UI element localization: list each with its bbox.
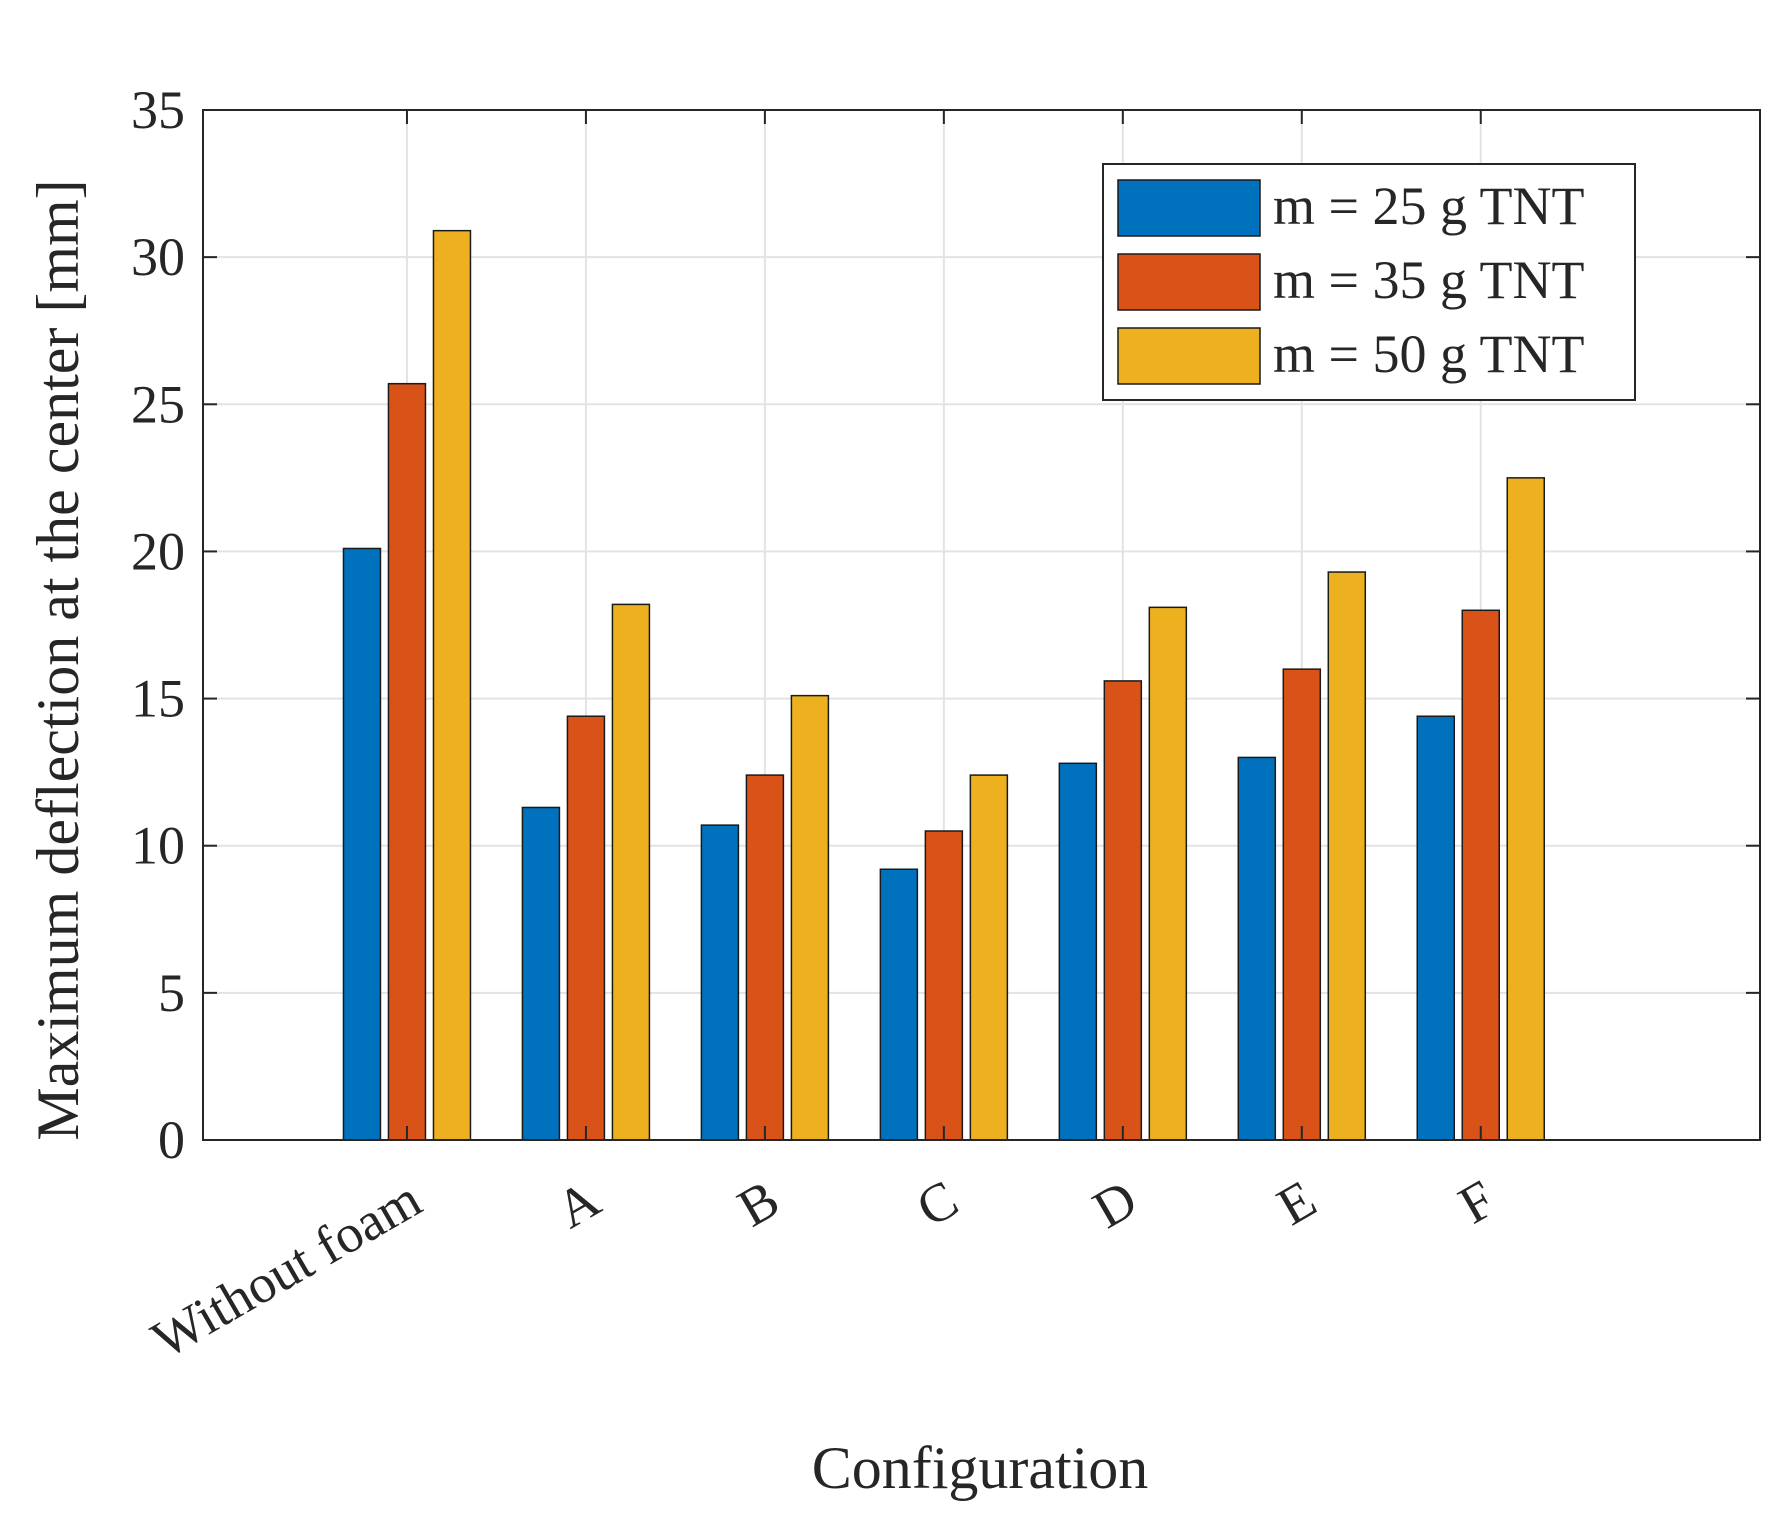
y-tick-label: 5	[158, 963, 185, 1023]
bar-m-25-g-tnt-e	[1237, 756, 1277, 1141]
bar-m-35-g-tnt-a	[566, 715, 606, 1141]
legend-label: m = 35 g TNT	[1273, 250, 1584, 310]
legend-swatch	[1117, 179, 1261, 237]
bar-m-50-g-tnt-without-foam	[432, 229, 472, 1141]
y-tick-label: 30	[131, 227, 185, 287]
legend-swatch	[1117, 327, 1261, 385]
y-tick-label: 35	[131, 80, 185, 140]
bar-m-25-g-tnt-without-foam	[342, 547, 382, 1141]
bar-m-50-g-tnt-d	[1148, 606, 1188, 1141]
legend-swatch	[1117, 253, 1261, 311]
bar-m-50-g-tnt-f	[1506, 477, 1546, 1141]
y-tick-label: 0	[158, 1110, 185, 1170]
bar-m-25-g-tnt-f	[1416, 715, 1456, 1141]
y-tick-label: 10	[131, 816, 185, 876]
bar-m-35-g-tnt-without-foam	[387, 382, 427, 1141]
x-axis-label: Configuration	[812, 1435, 1149, 1501]
y-tick-label: 25	[131, 374, 185, 434]
legend-label: m = 25 g TNT	[1273, 176, 1584, 236]
bar-m-35-g-tnt-d	[1103, 680, 1143, 1141]
bar-m-25-g-tnt-c	[879, 868, 919, 1141]
bar-m-25-g-tnt-b	[700, 824, 740, 1141]
bar-m-35-g-tnt-e	[1282, 668, 1322, 1141]
y-tick-label: 20	[131, 521, 185, 581]
bars	[342, 229, 1546, 1141]
bar-m-50-g-tnt-b	[790, 694, 830, 1141]
y-axis-label: Maximum deflection at the center [mm]	[25, 179, 91, 1140]
legend: m = 25 g TNT m = 35 g TNT m = 50 g TNT	[1102, 163, 1636, 401]
bar-m-35-g-tnt-b	[745, 774, 785, 1141]
bar-m-35-g-tnt-c	[924, 830, 964, 1141]
plot-frame	[202, 109, 1761, 1141]
bar-m-25-g-tnt-a	[521, 806, 561, 1141]
bar-m-35-g-tnt-f	[1461, 609, 1501, 1141]
bar-m-50-g-tnt-a	[611, 603, 651, 1141]
legend-label: m = 50 g TNT	[1273, 324, 1584, 384]
bar-m-25-g-tnt-d	[1058, 762, 1098, 1141]
y-tick-label: 15	[131, 669, 185, 729]
bar-m-50-g-tnt-e	[1327, 571, 1367, 1141]
y-axis-ticks: 0 5 10 15 20 25 30 35	[131, 80, 1760, 1170]
bar-m-50-g-tnt-c	[969, 774, 1009, 1141]
